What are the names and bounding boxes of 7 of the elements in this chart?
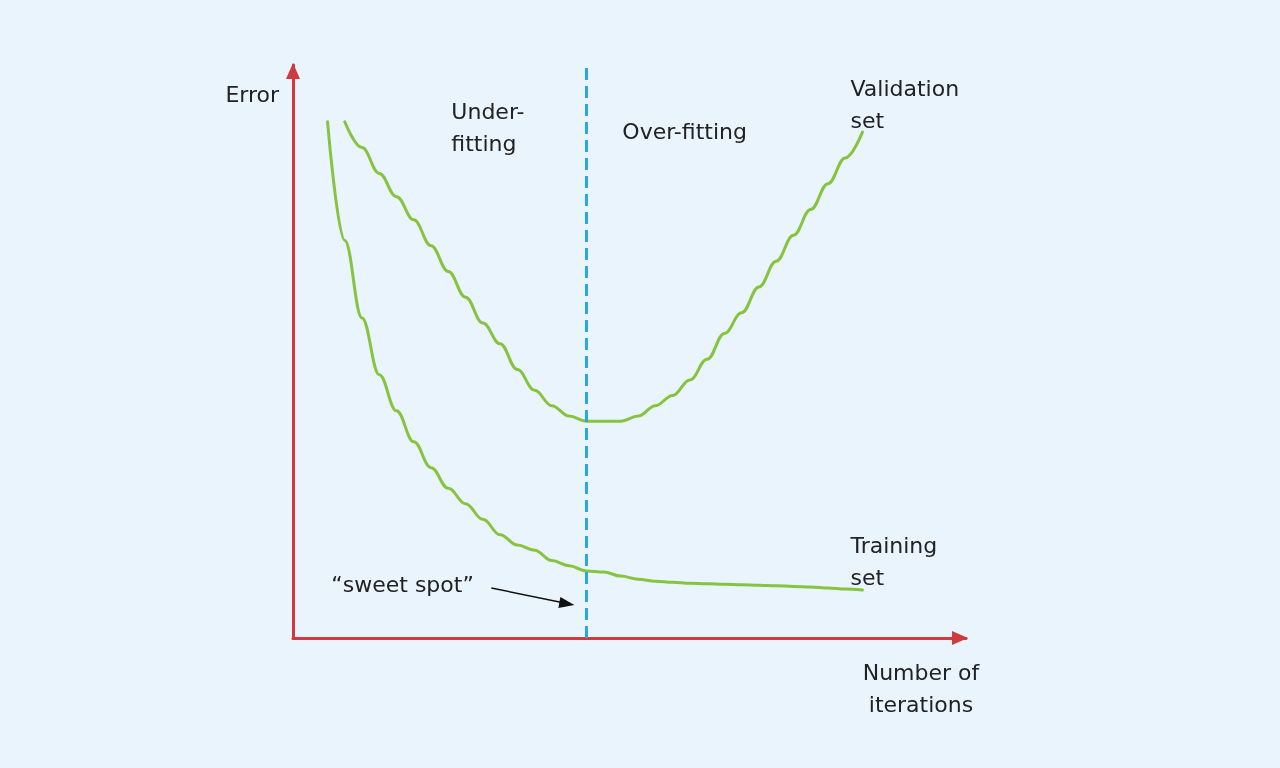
series-label: Validation set (850, 75, 960, 133)
x-axis-title: Number of iterations (862, 659, 981, 717)
annotation: “sweet spot” (331, 571, 474, 597)
series-label: Training set (849, 533, 938, 591)
annotation: Under- fitting (451, 98, 525, 156)
y-axis-title: Error (225, 81, 280, 107)
annotation: Over-fitting (622, 118, 747, 144)
